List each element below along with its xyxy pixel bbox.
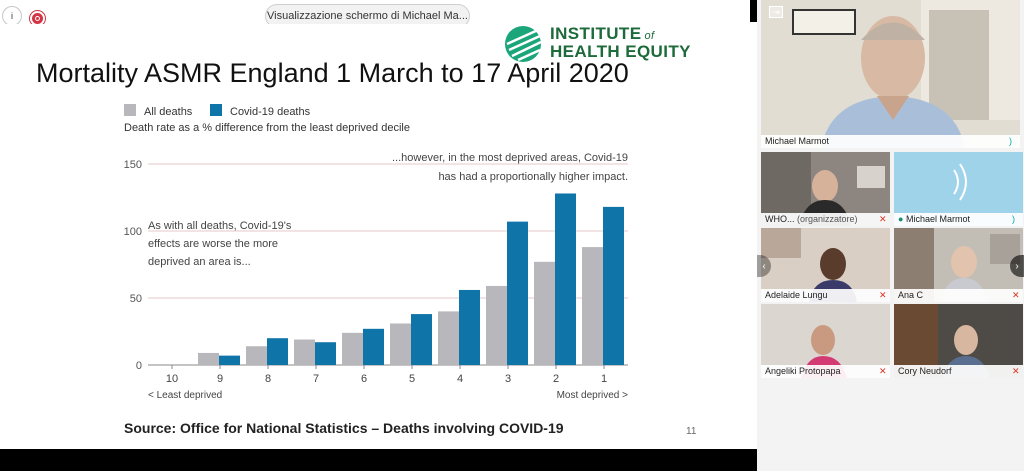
x-tick-label: 5: [409, 373, 415, 385]
participant-tile[interactable]: Adelaide Lungu ✕: [761, 228, 890, 302]
page-number: 11: [686, 426, 697, 437]
x-tick-label: 1: [601, 373, 607, 385]
logo-line2: HEALTH EQUITY: [550, 42, 691, 61]
participant-name: Ana C: [898, 290, 924, 300]
participant-video: [761, 0, 1020, 148]
participant-name-bar: Cory Neudorf: [894, 365, 1023, 378]
participant-name: Michael Marmot: [905, 214, 970, 224]
x-tick-label: 4: [457, 373, 463, 385]
mic-muted-icon: ✕: [1012, 290, 1020, 300]
x-tick-label: 2: [553, 373, 559, 385]
chevron-left-icon: ‹: [762, 260, 766, 272]
slide-title: Mortality ASMR England 1 March to 17 Apr…: [36, 58, 629, 88]
mic-muted-icon: ✕: [879, 290, 887, 300]
share-toolbar: i Visualizzazione schermo di Michael Ma.…: [0, 0, 757, 28]
annotation-right-line: ...however, in the most deprived areas, …: [392, 152, 628, 164]
x-tick-label: 6: [361, 373, 367, 385]
participant-name-bar: Michael Marmot: [761, 135, 1020, 148]
x-tick-label: 8: [265, 373, 271, 385]
presentation-slide: INSTITUTE of HEALTH EQUITY Mortality ASMR…: [0, 24, 750, 449]
ihe-logo: INSTITUTE of HEALTH EQUITY: [498, 24, 728, 64]
collapse-panel-button[interactable]: ⇥: [769, 6, 783, 18]
x-note-most-deprived: Most deprived >: [557, 390, 629, 401]
x-tick-label: 9: [217, 373, 223, 385]
participant-name-bar: Ana C: [894, 289, 1023, 302]
bar-covid-deaths: [363, 328, 384, 365]
source-text: Source: Office for National Statistics –…: [124, 420, 564, 436]
bar-covid-deaths: [459, 289, 480, 365]
y-tick-label: 0: [136, 360, 142, 372]
annotation-left-line: As with all deaths, Covid-19's: [148, 220, 292, 232]
record-icon: [35, 16, 40, 21]
annotation-right-line: has had a proportionally higher impact.: [438, 171, 628, 183]
participant-name: Cory Neudorf: [898, 366, 952, 376]
participant-name: Angeliki Protopapa: [765, 366, 841, 376]
participant-name: Adelaide Lungu: [765, 290, 828, 300]
scroll-right-button[interactable]: ›: [1010, 255, 1024, 277]
screen-share-area: i Visualizzazione schermo di Michael Ma.…: [0, 0, 760, 471]
participant-name: WHO...: [765, 214, 795, 224]
participant-name: Michael Marmot: [765, 136, 830, 146]
participant-tile[interactable]: ● Michael Marmot ): [894, 152, 1023, 226]
bar-all-deaths: [198, 352, 219, 365]
bar-all-deaths: [582, 247, 603, 365]
video-panel: ⇥ Michael Marmot ) WHO... (organizzatore…: [757, 0, 1024, 471]
bar-covid-deaths: [507, 221, 528, 365]
legend-all-deaths-swatch: [124, 104, 136, 116]
mic-muted-icon: ✕: [879, 214, 887, 224]
participant-role: (organizzatore): [797, 214, 858, 224]
bar-covid-deaths: [219, 355, 240, 365]
participant-tile[interactable]: WHO... (organizzatore) ✕: [761, 152, 890, 226]
divider: [750, 0, 760, 22]
bar-covid-deaths: [603, 206, 624, 365]
annotation-left-line: deprived an area is...: [148, 256, 251, 268]
participant-name-bar: Adelaide Lungu: [761, 289, 890, 302]
mic-muted-icon: ✕: [1012, 366, 1020, 376]
main-video-tile[interactable]: ⇥ Michael Marmot ): [761, 0, 1020, 148]
bar-all-deaths: [342, 332, 363, 365]
share-bottom-bar: [0, 449, 757, 471]
bar-all-deaths: [438, 311, 459, 365]
participant-tile[interactable]: Angeliki Protopapa ✕: [761, 304, 890, 378]
chart-subtitle: Death rate as a % difference from the le…: [124, 122, 410, 134]
ihe-logo-icon: [505, 26, 542, 62]
y-tick-label: 150: [124, 159, 142, 171]
x-tick-label: 10: [166, 373, 178, 385]
info-button[interactable]: i: [2, 6, 22, 26]
legend-covid-deaths-swatch: [210, 104, 222, 116]
audio-on-icon: ): [1012, 214, 1015, 224]
bar-all-deaths: [534, 261, 555, 365]
legend-all-deaths: All deaths: [144, 106, 193, 118]
bar-covid-deaths: [267, 338, 288, 365]
bar-all-deaths: [246, 346, 267, 365]
annotation-left-line: effects are worse the more: [148, 238, 278, 250]
bar-covid-deaths: [315, 342, 336, 365]
participant-name-bar: Angeliki Protopapa: [761, 365, 890, 378]
x-tick-label: 7: [313, 373, 319, 385]
scroll-left-button[interactable]: ‹: [757, 255, 771, 277]
info-icon: i: [11, 11, 13, 21]
participant-name-bar: WHO... (organizzatore): [761, 213, 890, 226]
legend-covid-deaths: Covid-19 deaths: [230, 106, 311, 118]
participant-tile[interactable]: Ana C ✕: [894, 228, 1023, 302]
bar-covid-deaths: [411, 314, 432, 365]
y-tick-label: 50: [130, 293, 142, 305]
x-tick-label: 3: [505, 373, 511, 385]
bar-all-deaths: [486, 285, 507, 365]
logo-line1: INSTITUTE of: [550, 24, 655, 43]
speaking-icon: ●: [898, 214, 904, 224]
bar-chart: 0 50 100 150 10 9 8 7 6 5 4 3 2 1 < Least deprived Most…: [124, 152, 629, 401]
mic-muted-icon: ✕: [879, 366, 887, 376]
chevron-right-icon: ›: [1015, 260, 1019, 272]
bar-all-deaths: [390, 323, 411, 365]
participant-tile[interactable]: Cory Neudorf ✕: [894, 304, 1023, 378]
audio-on-icon: ): [1009, 136, 1012, 146]
bar-covid-deaths: [555, 193, 576, 365]
x-note-least-deprived: < Least deprived: [148, 390, 222, 401]
participant-name-bar: ● Michael Marmot: [894, 213, 1023, 226]
bar-all-deaths: [294, 339, 315, 365]
y-tick-label: 100: [124, 226, 142, 238]
